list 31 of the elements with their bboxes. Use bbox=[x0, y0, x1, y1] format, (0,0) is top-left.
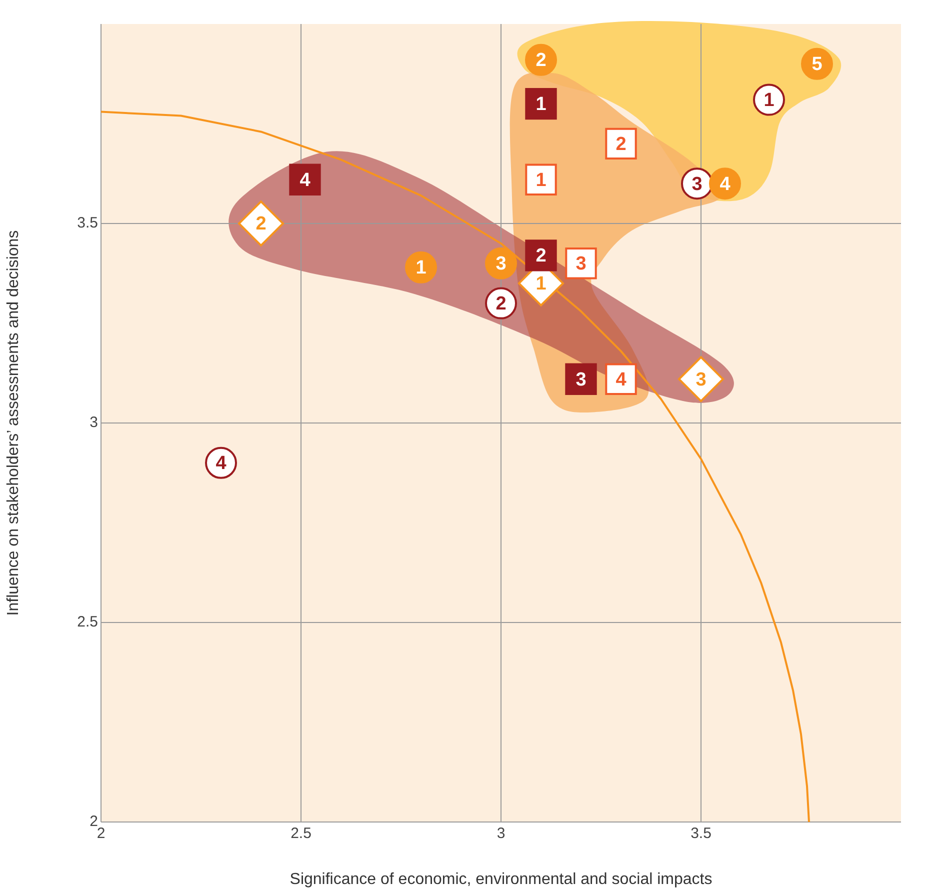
annotation: 1 bbox=[536, 170, 547, 191]
annotation: 4 bbox=[300, 170, 311, 191]
y-tick-label: 2.5 bbox=[77, 614, 98, 631]
annotation: 1 bbox=[536, 94, 547, 116]
point bbox=[678, 356, 724, 402]
annotation: 3 bbox=[496, 254, 506, 275]
annotation: 3 bbox=[576, 369, 586, 390]
point bbox=[238, 200, 284, 246]
y-tick-label: 3.5 bbox=[77, 214, 98, 232]
annotation: 2 bbox=[616, 134, 626, 155]
x-tick-label: 3.5 bbox=[690, 825, 712, 842]
annotation: 2 bbox=[256, 214, 266, 235]
annotation: 3 bbox=[576, 254, 586, 275]
annotation: 1 bbox=[536, 274, 547, 295]
annotation: 2 bbox=[536, 246, 546, 267]
y-tick-label: 3 bbox=[90, 414, 98, 432]
annotation: 1 bbox=[416, 258, 427, 279]
y-axis-title: Influence on stakeholders’ assessments and decisions bbox=[5, 230, 22, 616]
annotation: 4 bbox=[216, 453, 227, 474]
annotation: 3 bbox=[692, 174, 702, 195]
annotation: 3 bbox=[696, 369, 706, 390]
annotation: 5 bbox=[812, 54, 823, 76]
annotation: 4 bbox=[616, 369, 627, 390]
annotation: 4 bbox=[720, 174, 731, 195]
annotation: 2 bbox=[496, 294, 506, 315]
x-tick-label: 2.5 bbox=[290, 825, 312, 842]
x-axis-title: Significance of economic, environmental and social impacts bbox=[290, 870, 712, 888]
annotation: 1 bbox=[764, 90, 775, 112]
annotation: 2 bbox=[536, 50, 546, 72]
x-tick-label: 3 bbox=[496, 825, 506, 842]
y-tick-label: 2 bbox=[90, 813, 98, 830]
